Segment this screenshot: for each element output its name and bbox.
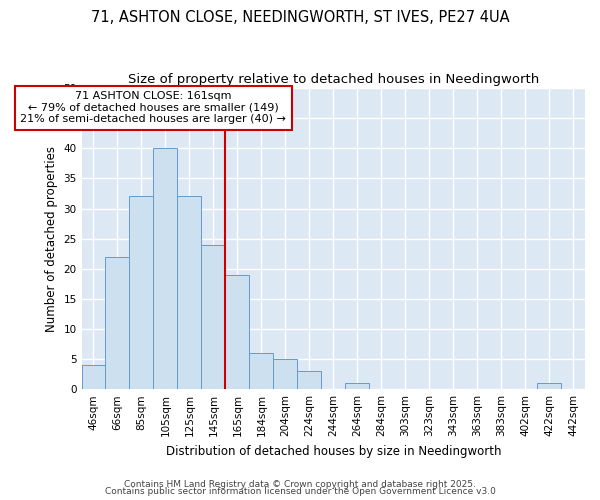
Bar xyxy=(202,244,226,389)
Y-axis label: Number of detached properties: Number of detached properties xyxy=(45,146,58,332)
Bar xyxy=(130,196,154,389)
Bar xyxy=(82,365,106,389)
Bar xyxy=(154,148,178,389)
Text: 71, ASHTON CLOSE, NEEDINGWORTH, ST IVES, PE27 4UA: 71, ASHTON CLOSE, NEEDINGWORTH, ST IVES,… xyxy=(91,10,509,25)
Text: 71 ASHTON CLOSE: 161sqm
← 79% of detached houses are smaller (149)
21% of semi-d: 71 ASHTON CLOSE: 161sqm ← 79% of detache… xyxy=(20,91,286,124)
Bar xyxy=(345,383,369,389)
Bar xyxy=(106,256,130,389)
Text: Contains public sector information licensed under the Open Government Licence v3: Contains public sector information licen… xyxy=(104,487,496,496)
Text: Contains HM Land Registry data © Crown copyright and database right 2025.: Contains HM Land Registry data © Crown c… xyxy=(124,480,476,489)
Bar xyxy=(274,359,297,389)
Title: Size of property relative to detached houses in Needingworth: Size of property relative to detached ho… xyxy=(128,72,539,86)
Bar xyxy=(178,196,202,389)
Bar xyxy=(250,353,274,389)
Bar xyxy=(537,383,561,389)
Bar xyxy=(226,275,250,389)
X-axis label: Distribution of detached houses by size in Needingworth: Distribution of detached houses by size … xyxy=(166,444,501,458)
Bar xyxy=(297,371,321,389)
